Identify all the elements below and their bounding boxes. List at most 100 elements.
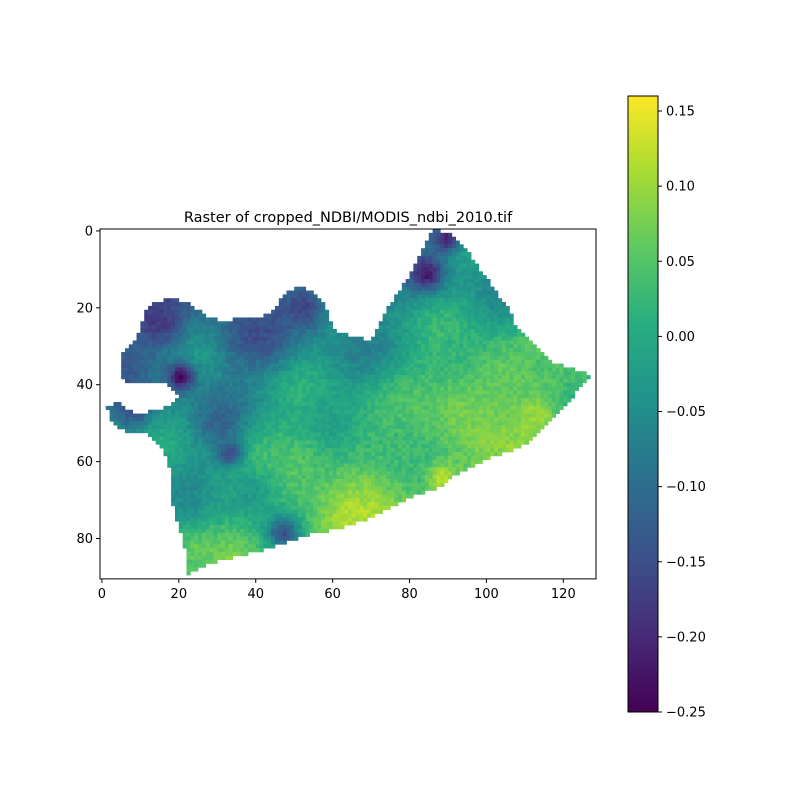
raster-cell: [363, 378, 368, 384]
raster-cell: [432, 436, 437, 441]
raster-cell: [271, 325, 276, 330]
raster-cell: [290, 452, 295, 457]
raster-cell: [221, 359, 226, 364]
raster-cell: [194, 321, 199, 326]
raster-cell: [490, 425, 495, 430]
raster-cell: [374, 344, 380, 349]
raster-cell: [340, 482, 345, 487]
raster-cell: [301, 478, 307, 484]
raster-cell: [209, 478, 214, 484]
raster-cell: [244, 348, 249, 353]
raster-cell: [424, 425, 430, 430]
raster-cell: [332, 405, 337, 411]
raster-cell: [248, 371, 253, 376]
raster-cell: [394, 309, 399, 314]
raster-cell: [551, 363, 556, 368]
raster-cell: [386, 371, 391, 376]
raster-cell: [155, 340, 160, 345]
raster-cell: [421, 325, 426, 330]
raster-cell: [317, 298, 322, 303]
raster-cell: [455, 417, 460, 422]
raster-cell: [390, 475, 395, 480]
raster-cell: [224, 382, 230, 387]
raster-cell: [248, 459, 253, 464]
raster-cell: [382, 371, 387, 376]
raster-cell: [436, 394, 441, 399]
raster-cell: [359, 482, 364, 487]
raster-cell: [524, 390, 530, 395]
raster-cell: [424, 244, 430, 249]
raster-cell: [190, 371, 195, 376]
raster-cell: [171, 305, 176, 311]
raster-cell: [244, 340, 249, 345]
raster-cell: [467, 398, 472, 403]
raster-cell: [428, 321, 433, 326]
raster-cell: [178, 332, 184, 338]
raster-cell: [459, 244, 464, 249]
raster-cell: [248, 378, 253, 384]
raster-cell: [290, 290, 295, 295]
raster-cell: [409, 355, 414, 361]
raster-cell: [351, 459, 357, 464]
raster-cell: [501, 340, 506, 345]
raster-cell: [163, 298, 168, 303]
raster-cell: [524, 398, 530, 403]
raster-cell: [459, 417, 464, 422]
raster-cell: [198, 402, 203, 407]
raster-cell: [486, 332, 491, 338]
raster-cell: [386, 305, 391, 311]
raster-cell: [417, 321, 422, 326]
raster-cell: [209, 398, 214, 403]
raster-cell: [182, 367, 187, 372]
raster-cell: [301, 444, 307, 449]
raster-cell: [363, 340, 368, 345]
raster-cell: [309, 440, 314, 445]
raster-cell: [221, 332, 226, 338]
raster-cell: [432, 229, 437, 234]
raster-cell: [305, 367, 310, 372]
raster-cell: [440, 382, 445, 387]
raster-cell: [478, 444, 483, 449]
raster-cell: [528, 359, 533, 364]
raster-cell: [440, 282, 445, 288]
raster-cell: [240, 382, 245, 387]
raster-cell: [467, 425, 472, 430]
raster-cell: [532, 394, 537, 399]
raster-cell: [351, 363, 357, 368]
raster-cell: [298, 290, 303, 295]
raster-cell: [451, 413, 457, 418]
raster-cell: [348, 367, 353, 372]
raster-cell: [278, 309, 283, 314]
raster-cell: [298, 475, 303, 480]
raster-cell: [421, 267, 426, 272]
raster-cell: [444, 421, 449, 426]
raster-cell: [444, 459, 449, 464]
raster-cell: [174, 309, 180, 314]
raster-cell: [513, 355, 518, 361]
raster-cell: [521, 363, 526, 368]
raster-cell: [228, 352, 234, 357]
raster-cell: [447, 455, 453, 461]
raster-cell: [467, 275, 472, 280]
raster-cell: [359, 417, 364, 422]
raster-cell: [436, 475, 441, 480]
raster-cell: [263, 402, 268, 407]
raster-cell: [547, 359, 553, 364]
raster-cell: [428, 236, 433, 241]
raster-cell: [540, 417, 545, 422]
raster-cell: [294, 302, 299, 307]
raster-cell: [509, 321, 514, 326]
raster-cell: [363, 355, 368, 361]
raster-cell: [205, 325, 210, 330]
raster-cell: [271, 455, 276, 461]
raster-cell: [478, 440, 483, 445]
raster-cell: [213, 390, 218, 395]
raster-cell: [167, 382, 172, 387]
raster-cell: [332, 444, 337, 449]
raster-cell: [486, 375, 491, 380]
raster-cell: [267, 428, 272, 434]
raster-cell: [467, 440, 472, 445]
raster-cell: [190, 432, 195, 437]
raster-cell: [424, 455, 430, 461]
raster-cell: [547, 382, 553, 387]
